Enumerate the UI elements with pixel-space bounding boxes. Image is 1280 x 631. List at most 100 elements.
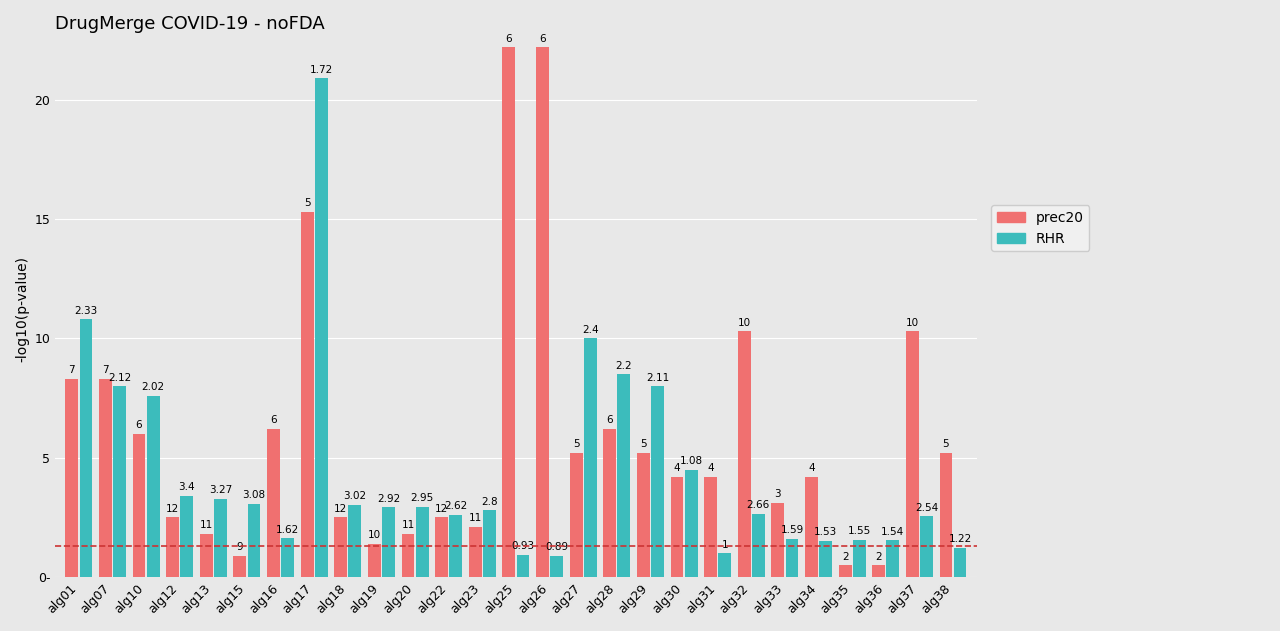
Text: 3.02: 3.02 — [343, 492, 366, 502]
Bar — [483, 510, 495, 577]
Bar — [435, 517, 448, 577]
Text: 1.54: 1.54 — [881, 527, 905, 537]
Text: 1.55: 1.55 — [847, 526, 870, 536]
Text: 12: 12 — [435, 504, 448, 514]
Text: 2.62: 2.62 — [444, 501, 467, 511]
Bar — [282, 538, 294, 577]
Bar — [402, 534, 415, 577]
Bar — [805, 477, 818, 577]
Bar — [671, 477, 684, 577]
Bar — [334, 517, 347, 577]
Text: 2.92: 2.92 — [376, 494, 401, 504]
Bar — [637, 453, 650, 577]
Bar — [315, 78, 328, 577]
Text: 4: 4 — [808, 463, 815, 473]
Text: 6: 6 — [539, 33, 545, 44]
Text: 2.02: 2.02 — [142, 382, 165, 392]
Bar — [617, 374, 630, 577]
Bar — [268, 429, 280, 577]
Text: 12: 12 — [334, 504, 347, 514]
Text: 0.89: 0.89 — [545, 542, 568, 552]
Text: 2.12: 2.12 — [108, 372, 131, 382]
Text: 10: 10 — [367, 530, 381, 540]
Bar — [65, 379, 78, 577]
Bar — [819, 541, 832, 577]
Bar — [786, 539, 799, 577]
Text: 2: 2 — [876, 551, 882, 562]
Text: 0.93: 0.93 — [512, 541, 535, 551]
Bar — [383, 507, 396, 577]
Bar — [517, 555, 530, 577]
Bar — [233, 555, 246, 577]
Bar — [79, 319, 92, 577]
Bar — [133, 434, 146, 577]
Text: 1: 1 — [722, 540, 728, 550]
Text: 2.11: 2.11 — [646, 372, 669, 382]
Text: 6: 6 — [136, 420, 142, 430]
Bar — [940, 453, 952, 577]
Bar — [468, 527, 481, 577]
Text: 2.54: 2.54 — [915, 503, 938, 513]
Text: 3.4: 3.4 — [178, 482, 195, 492]
Bar — [887, 540, 900, 577]
Bar — [180, 496, 193, 577]
Bar — [99, 379, 111, 577]
Bar — [772, 503, 785, 577]
Bar — [718, 553, 731, 577]
Bar — [652, 386, 664, 577]
Bar — [550, 556, 563, 577]
Bar — [852, 540, 865, 577]
Bar — [584, 338, 596, 577]
Bar — [838, 565, 851, 577]
Text: 1.53: 1.53 — [814, 527, 837, 537]
Text: 3.27: 3.27 — [209, 485, 232, 495]
Bar — [200, 534, 212, 577]
Text: 6: 6 — [607, 415, 613, 425]
Bar — [751, 514, 764, 577]
Text: 11: 11 — [468, 514, 481, 523]
Legend: prec20, RHR: prec20, RHR — [992, 205, 1089, 251]
Text: 4: 4 — [673, 463, 680, 473]
Bar — [536, 47, 549, 577]
Text: 1.62: 1.62 — [276, 525, 300, 535]
Bar — [954, 548, 966, 577]
Text: 9: 9 — [237, 542, 243, 552]
Bar — [214, 499, 227, 577]
Bar — [906, 331, 919, 577]
Text: 5: 5 — [640, 439, 646, 449]
Text: 5: 5 — [303, 198, 311, 208]
Bar — [301, 212, 314, 577]
Text: 2.33: 2.33 — [74, 306, 97, 316]
Bar — [685, 469, 698, 577]
Bar — [166, 517, 179, 577]
Text: 7: 7 — [68, 365, 76, 375]
Bar — [603, 429, 616, 577]
Text: 1.59: 1.59 — [781, 526, 804, 536]
Text: 1.08: 1.08 — [680, 456, 703, 466]
Text: 2.4: 2.4 — [582, 325, 599, 335]
Bar — [449, 514, 462, 577]
Text: 2.66: 2.66 — [746, 500, 771, 510]
Bar — [570, 453, 582, 577]
Text: 10: 10 — [737, 317, 751, 327]
Text: 5: 5 — [573, 439, 580, 449]
Text: 11: 11 — [402, 521, 415, 531]
Text: 5: 5 — [942, 439, 950, 449]
Bar — [147, 396, 160, 577]
Text: 3: 3 — [774, 490, 781, 500]
Text: 1.22: 1.22 — [948, 534, 972, 545]
Text: 2.8: 2.8 — [481, 497, 498, 507]
Text: 2.95: 2.95 — [411, 493, 434, 503]
Text: DrugMerge COVID-19 - noFDA: DrugMerge COVID-19 - noFDA — [55, 15, 325, 33]
Text: 7: 7 — [102, 365, 109, 375]
Text: 2.2: 2.2 — [616, 360, 632, 370]
Text: 12: 12 — [166, 504, 179, 514]
Bar — [416, 507, 429, 577]
Text: 3.08: 3.08 — [242, 490, 265, 500]
Bar — [113, 386, 125, 577]
Text: 4: 4 — [708, 463, 714, 473]
Text: 6: 6 — [270, 415, 276, 425]
Bar — [737, 331, 750, 577]
Text: 10: 10 — [906, 317, 919, 327]
Bar — [704, 477, 717, 577]
